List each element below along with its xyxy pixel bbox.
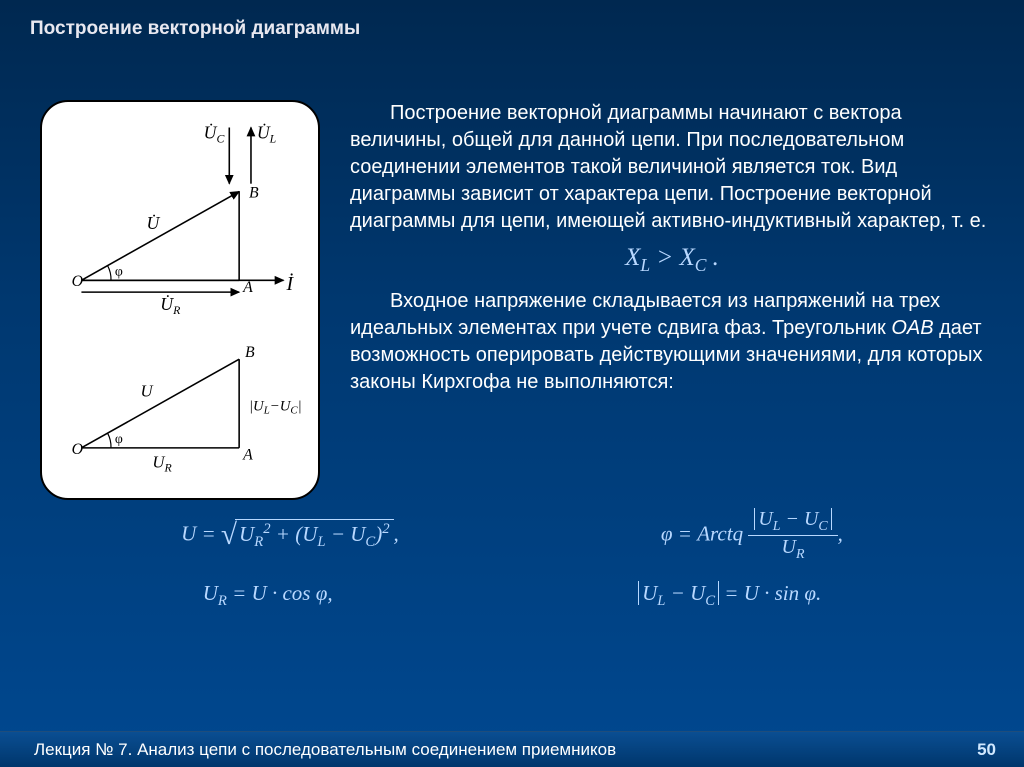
footer-text: Лекция № 7. Анализ цепи с последовательн… bbox=[34, 740, 616, 760]
vector-diagram-svg: O A B İ U̇ U̇R U̇C U̇L φ O A B U UR |UL−… bbox=[42, 102, 318, 498]
svg-text:φ: φ bbox=[115, 431, 123, 446]
equation-xl-xc: XL > XC . bbox=[350, 241, 994, 278]
svg-text:U̇: U̇ bbox=[146, 213, 160, 233]
vector-diagram-box: O A B İ U̇ U̇R U̇C U̇L φ O A B U UR |UL−… bbox=[40, 100, 320, 500]
text-column: Построение векторной диаграммы начинают … bbox=[350, 100, 994, 500]
svg-text:O: O bbox=[72, 273, 84, 290]
svg-text:İ: İ bbox=[285, 273, 294, 295]
svg-text:U̇R: U̇R bbox=[160, 294, 181, 317]
equation-uluc-sin: UL − UC = U · sin φ. bbox=[638, 581, 821, 610]
svg-text:O: O bbox=[72, 441, 84, 458]
svg-text:φ: φ bbox=[115, 263, 123, 278]
paragraph-1: Построение векторной диаграммы начинают … bbox=[350, 100, 994, 235]
svg-text:U̇L: U̇L bbox=[257, 122, 277, 145]
slide-footer: Лекция № 7. Анализ цепи с последовательн… bbox=[0, 731, 1024, 767]
svg-text:|UL−UC|: |UL−UC| bbox=[249, 398, 302, 416]
svg-text:A: A bbox=[242, 279, 253, 296]
svg-text:U̇C: U̇C bbox=[204, 122, 225, 145]
page-number: 50 bbox=[977, 740, 996, 760]
equation-u-sqrt: U = √ UR2 + (UL − UC)2 , bbox=[181, 519, 399, 552]
svg-text:B: B bbox=[245, 344, 255, 361]
svg-text:UR: UR bbox=[152, 453, 172, 475]
equation-row-1: U = √ UR2 + (UL − UC)2 , φ = Arctq UL − … bbox=[0, 508, 1024, 563]
equation-phi-arctq: φ = Arctq UL − UC UR , bbox=[661, 508, 843, 563]
equation-row-2: UR = U · cos φ, UL − UC = U · sin φ. bbox=[0, 581, 1024, 610]
svg-text:A: A bbox=[242, 447, 253, 464]
svg-text:B: B bbox=[249, 184, 259, 201]
svg-text:U: U bbox=[141, 382, 154, 401]
slide-title: Построение векторной диаграммы bbox=[0, 0, 1024, 40]
paragraph-2: Входное напряжение складывается из напря… bbox=[350, 288, 994, 396]
content-area: O A B İ U̇ U̇R U̇C U̇L φ O A B U UR |UL−… bbox=[0, 40, 1024, 500]
equation-ur-cos: UR = U · cos φ, bbox=[203, 581, 333, 610]
